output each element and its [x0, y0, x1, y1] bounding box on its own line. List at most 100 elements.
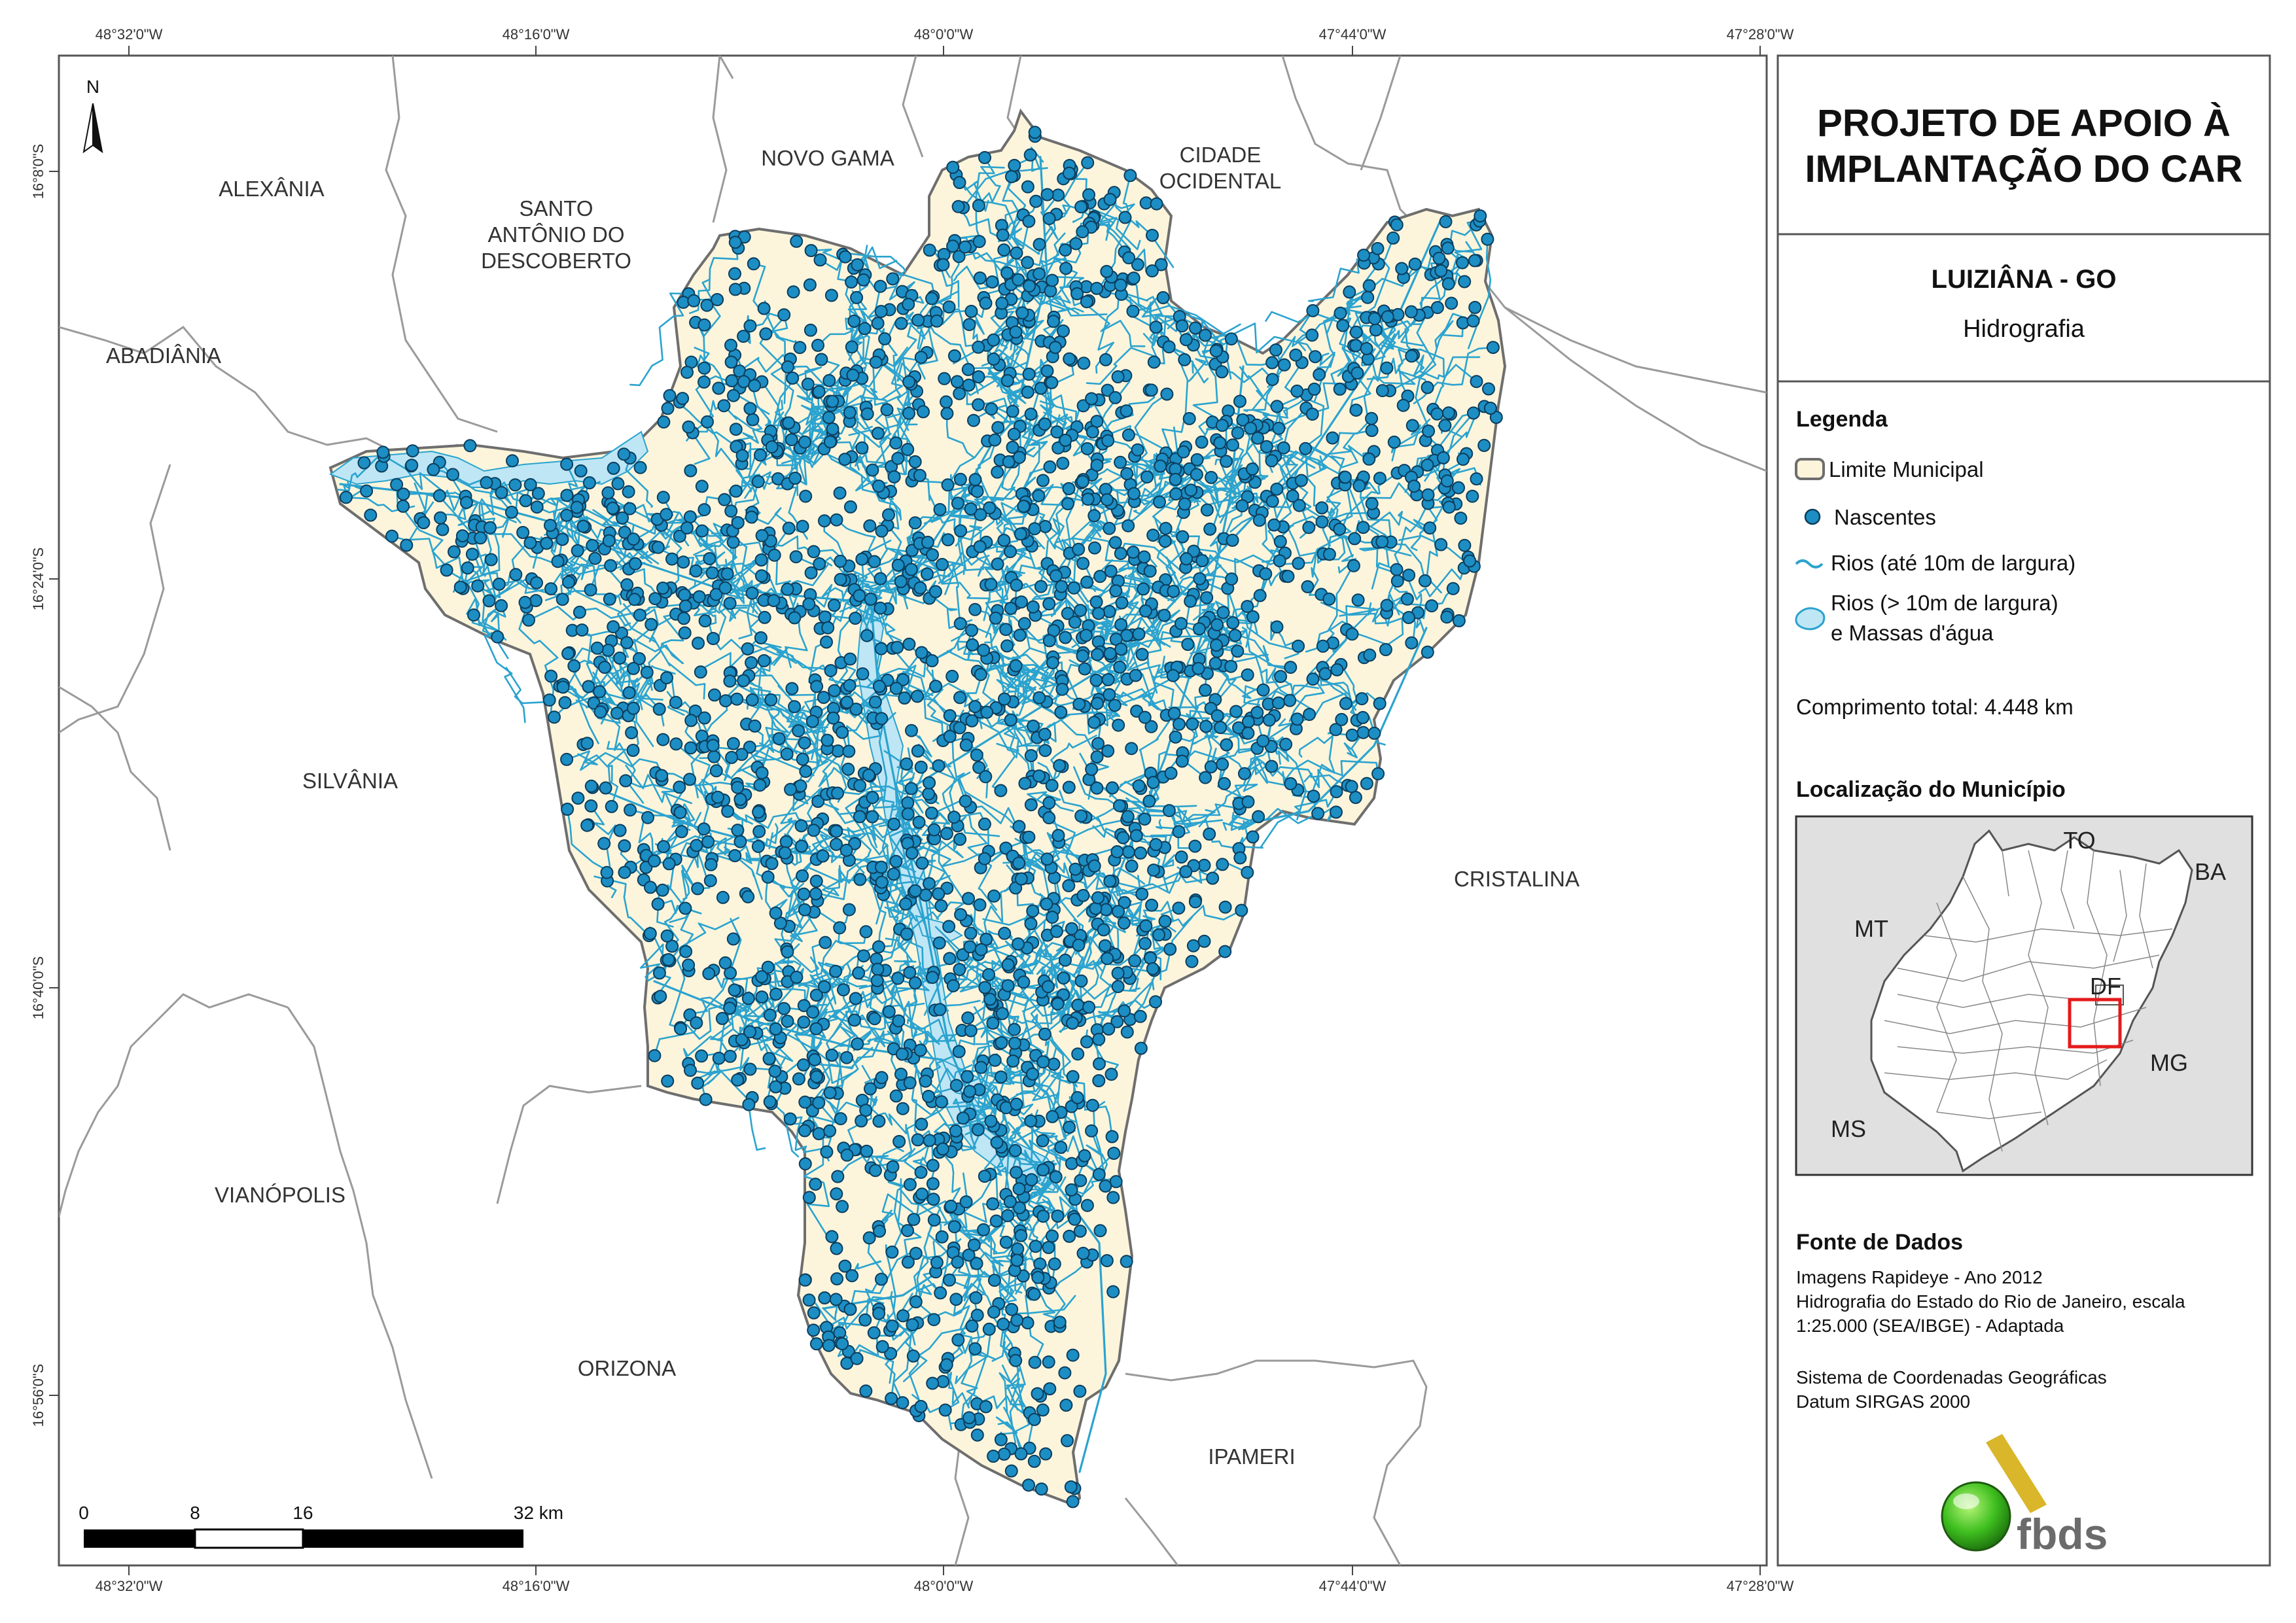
spring-point [972, 398, 985, 411]
spring-point [1046, 656, 1059, 669]
spring-point [1188, 321, 1202, 335]
spring-point [582, 476, 596, 489]
river-segment [926, 1170, 949, 1294]
spring-point [695, 480, 709, 493]
spring-point [959, 739, 973, 752]
river-segment [1135, 474, 1249, 511]
spring-point [728, 267, 741, 281]
spring-point [790, 234, 804, 248]
river-main [823, 1183, 1048, 1310]
spring-point [1125, 742, 1139, 756]
spring-point [977, 643, 991, 657]
spring-point [892, 1014, 906, 1028]
spring-point [747, 257, 760, 271]
spring-point [896, 1396, 910, 1410]
spring-point [544, 582, 557, 596]
spring-point [1090, 415, 1104, 428]
spring-point [1034, 1482, 1048, 1496]
spring-point [1061, 606, 1074, 620]
spring-point [1114, 547, 1127, 561]
spring-point [923, 877, 936, 890]
river-segment [912, 1136, 932, 1174]
spring-point [716, 890, 730, 904]
spring-point [1184, 595, 1197, 608]
spring-point [1058, 1366, 1072, 1380]
spring-point [590, 641, 604, 655]
spring-point [755, 766, 769, 780]
spring-point [965, 1319, 979, 1333]
lat-label-0: 16°8'0"S [30, 144, 46, 199]
spring-point [965, 714, 979, 727]
spring-point [891, 451, 905, 465]
spring-point [1101, 434, 1115, 447]
river-segment [717, 1057, 766, 1151]
spring-point [1203, 522, 1217, 536]
spring-point [751, 475, 765, 489]
river-segment [813, 833, 865, 881]
scale-label-16: 16 [292, 1503, 313, 1523]
spring-point [1147, 355, 1161, 369]
spring-point [1375, 535, 1389, 549]
spring-point [838, 453, 852, 466]
spring-point [1277, 441, 1290, 455]
spring-point [644, 881, 657, 894]
river-segment [759, 333, 794, 432]
spring-point [987, 333, 1000, 347]
river-segment [565, 750, 662, 775]
spring-point [1135, 887, 1149, 901]
spring-point [1213, 436, 1227, 449]
spring-point [933, 1003, 947, 1017]
spring-point [1004, 1464, 1018, 1478]
spring-point [743, 319, 757, 333]
spring-point [1006, 1055, 1020, 1068]
spring-point [680, 521, 694, 534]
river-segment [1410, 500, 1457, 551]
spring-point [811, 338, 824, 352]
spring-point [682, 420, 696, 434]
spring-point [1038, 417, 1051, 431]
source-line-3: 1:25.000 (SEA/IBGE) - Adaptada [1796, 1316, 2064, 1336]
spring-point [1118, 211, 1132, 224]
spring-point [1182, 411, 1196, 425]
label-orizona: ORIZONA [578, 1356, 676, 1380]
spring-point [698, 361, 711, 375]
spring-point [1061, 497, 1074, 510]
spring-point [1033, 267, 1046, 281]
river-segment [1086, 654, 1102, 720]
spring-point [522, 613, 535, 627]
spring-point [934, 1095, 948, 1109]
spring-point [1016, 306, 1029, 320]
label-cidade-ocidental-line1: CIDADE [1180, 143, 1262, 167]
spring-point [1152, 928, 1166, 942]
spring-point [1074, 1174, 1087, 1187]
spring-point [851, 258, 864, 271]
spring-point [723, 597, 737, 610]
spring-point [1162, 340, 1176, 354]
spring-point [1200, 503, 1214, 517]
spring-point [911, 744, 925, 758]
river-segment [1087, 618, 1139, 636]
spring-point [907, 1213, 921, 1227]
spring-point [944, 1199, 958, 1213]
spring-point [742, 1098, 756, 1111]
spring-point [656, 582, 670, 595]
spring-point [886, 272, 900, 286]
river-segment [773, 893, 805, 992]
spring-point [1466, 314, 1480, 328]
river-segment [891, 1147, 923, 1253]
river-segment [955, 174, 1040, 255]
spring-point [868, 1164, 882, 1178]
river-main [1242, 627, 1428, 826]
spring-point [1318, 667, 1332, 680]
spring-point [857, 949, 870, 963]
river-segment [957, 1249, 1027, 1270]
spring-point [1432, 251, 1446, 265]
spring-point [985, 275, 999, 288]
spring-point [1405, 349, 1419, 363]
spring-point [820, 635, 833, 649]
spring-point [913, 1043, 927, 1057]
goias-state-shape [1870, 829, 2193, 1173]
spring-point [1063, 1229, 1076, 1243]
spring-point [1012, 820, 1026, 833]
spring-point [1055, 682, 1069, 696]
